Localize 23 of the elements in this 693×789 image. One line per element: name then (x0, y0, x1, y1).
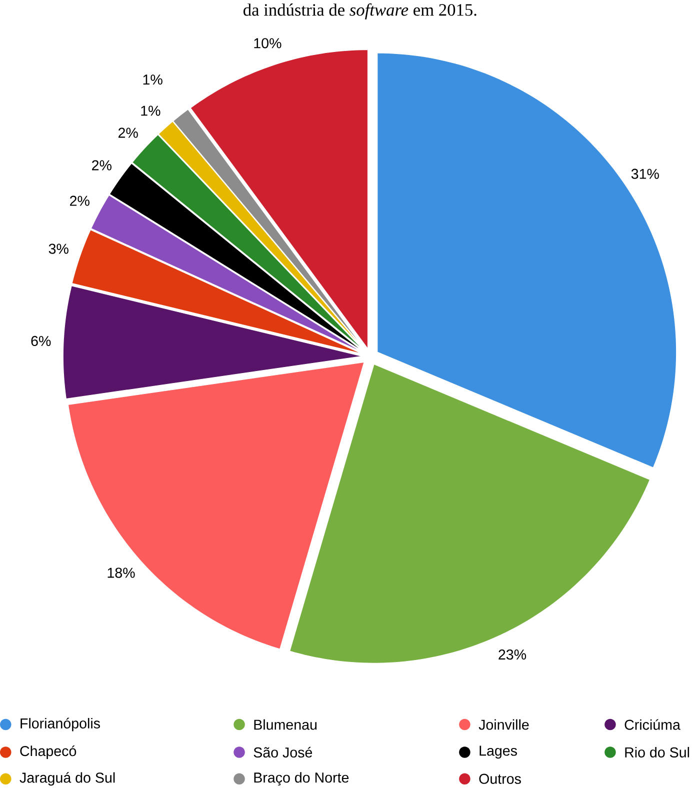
data-label: 1% (141, 106, 160, 116)
legend-label: Jaraguá do Sul (20, 772, 114, 786)
data-label: 31% (631, 168, 659, 179)
data-label: 1% (143, 74, 162, 85)
data-label: 2% (92, 160, 112, 170)
data-label: 2% (118, 128, 138, 138)
chart-title: da indústria de software em 2015. (243, 3, 476, 20)
legend-label: São José (254, 746, 312, 758)
data-label: 18% (108, 568, 135, 578)
legend-label: Rio do Sul (625, 746, 689, 758)
legend-label: Blumenau (254, 719, 316, 730)
legend-label: Criciúma (624, 719, 680, 730)
legend-label: Lages (480, 746, 517, 759)
data-label: 10% (254, 38, 282, 48)
data-label: 3% (48, 244, 68, 254)
data-label: 6% (31, 336, 51, 346)
data-label: 2% (70, 196, 90, 206)
legend-label: Chapecó (20, 745, 76, 759)
legend-label: Braço do Norte (254, 772, 348, 786)
data-label: 23% (498, 649, 526, 660)
legend-label: Florianópolis (20, 718, 100, 732)
legend-label: Joinville (478, 719, 529, 730)
legend-label: Outros (479, 774, 521, 784)
